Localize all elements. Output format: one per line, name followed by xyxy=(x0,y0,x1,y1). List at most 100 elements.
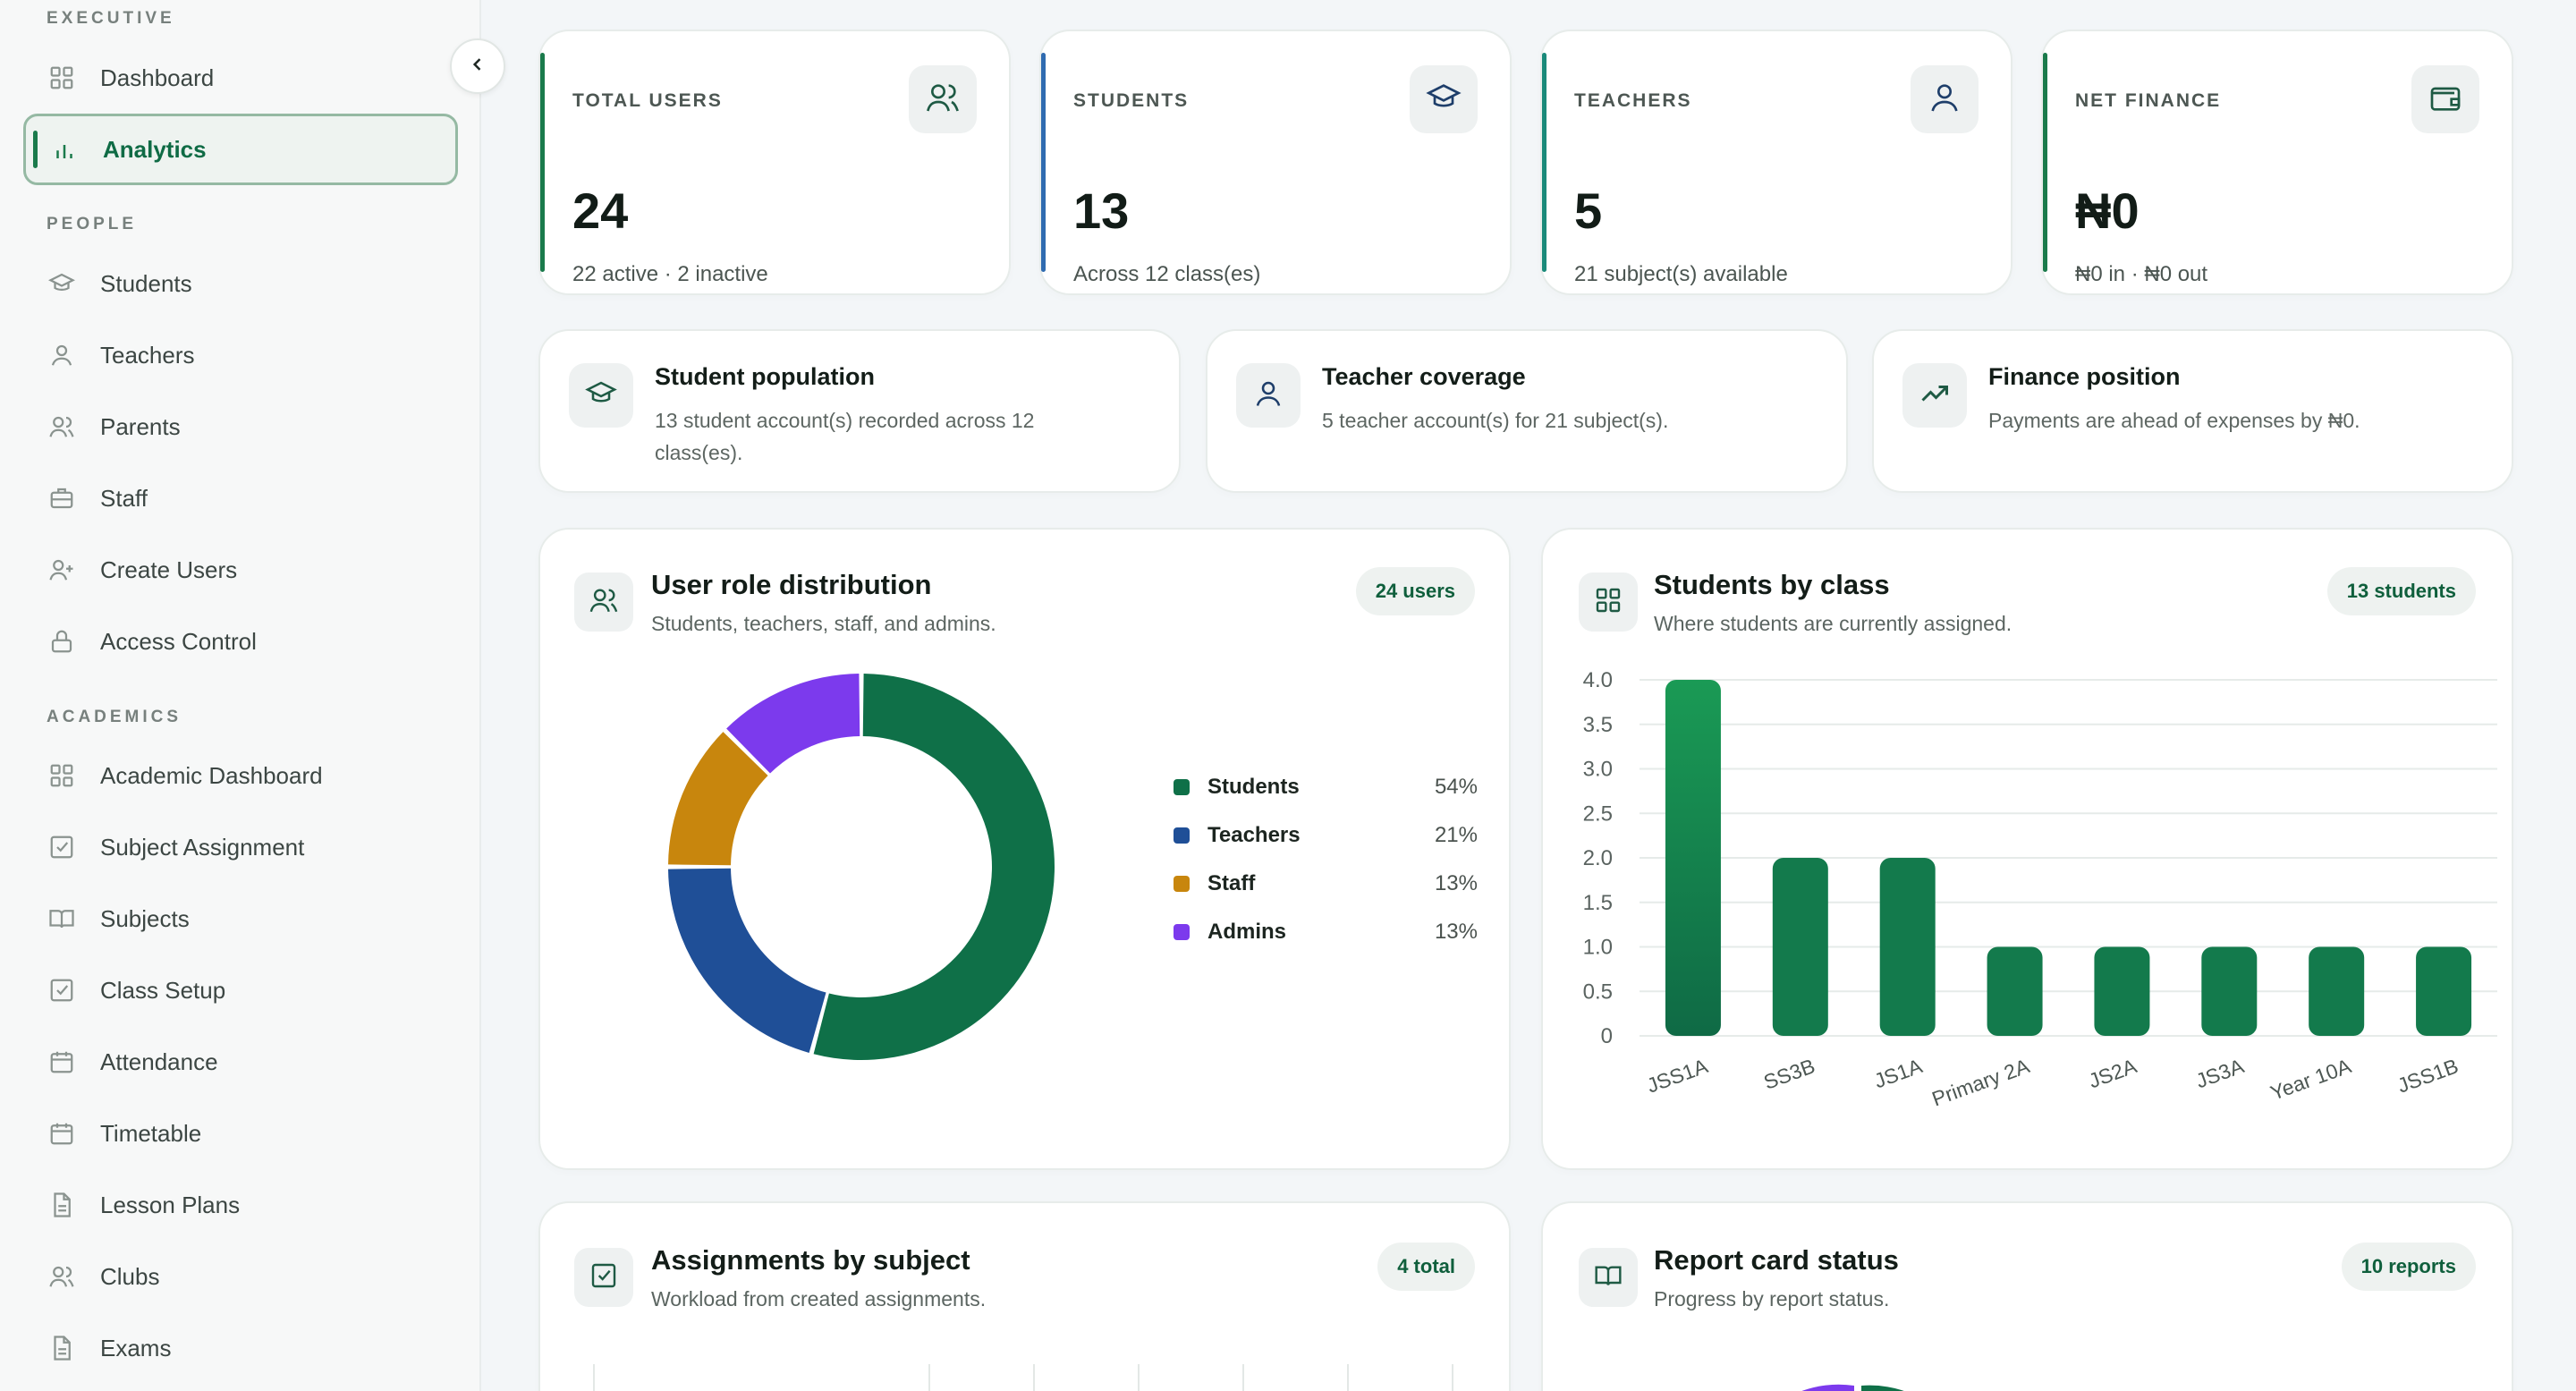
sidebar-item-teachers[interactable]: Teachers xyxy=(23,321,458,389)
stat-value: 24 xyxy=(572,182,629,239)
y-tick-label: 2.5 xyxy=(1583,802,1613,826)
section-academics: ACADEMICS xyxy=(47,708,182,726)
bar-jss1b[interactable] xyxy=(2416,946,2472,1037)
legend-swatch xyxy=(1174,924,1190,940)
calendar-icon xyxy=(47,1118,77,1149)
sidebar-item-analytics[interactable]: Analytics xyxy=(23,114,458,185)
bar-js3a[interactable] xyxy=(2201,946,2258,1037)
stat-icon-box xyxy=(909,65,977,133)
students-by-class-bar-chart: 0 0.5 1.0 1.5 2.0 2.5 3.0 3.5 4.0 JSS1A SS3B JS1A Pr… xyxy=(1583,668,2497,1111)
user-icon xyxy=(1927,80,1962,120)
sidebar-item-exams[interactable]: Exams xyxy=(23,1314,458,1382)
legend-label: Admins xyxy=(1208,920,1287,944)
stat-icon-box xyxy=(2411,65,2479,133)
y-tick-label: 1.0 xyxy=(1583,936,1613,960)
sidebar-item-create-users[interactable]: Create Users xyxy=(23,536,458,604)
stat-subtext: 21 subject(s) available xyxy=(1574,262,1788,286)
bar-ss3b[interactable] xyxy=(1772,858,1828,1036)
stat-label: TOTAL USERS xyxy=(572,90,723,111)
x-tick-label: SS3B xyxy=(1760,1054,1818,1094)
x-tick-label: Primary 2A xyxy=(1928,1054,2032,1111)
sidebar-item-label: Exams xyxy=(100,1334,172,1361)
reports-count-badge: 10 reports xyxy=(2341,1243,2476,1291)
y-tick-label: 3.0 xyxy=(1583,758,1613,782)
stat-accent xyxy=(2043,53,2047,272)
insight-icon-box xyxy=(1902,363,1967,428)
panel-title: Assignments by subject xyxy=(651,1244,970,1276)
donut-slice-students[interactable] xyxy=(813,674,1055,1060)
sidebar-item-label: Staff xyxy=(100,484,148,512)
bar-primary-2a[interactable] xyxy=(1987,946,2043,1037)
bar-chart-icon xyxy=(49,134,80,165)
sidebar-item-staff[interactable]: Staff xyxy=(23,464,458,532)
sidebar-item-dashboard[interactable]: Dashboard xyxy=(23,44,458,112)
role-legend: Students 54% Teachers 21% Staff 13% Admi… xyxy=(1174,769,1478,975)
sidebar-item-academic-dashboard[interactable]: Academic Dashboard xyxy=(23,742,458,810)
panel-title: Students by class xyxy=(1654,569,1890,600)
document-icon xyxy=(47,1190,77,1220)
students-count-badge: 13 students xyxy=(2326,567,2476,615)
stat-card-net-finance: NET FINANCE ₦0 ₦0 in · ₦0 out xyxy=(2041,30,2513,295)
users-icon xyxy=(589,585,619,620)
collapse-sidebar-button[interactable] xyxy=(450,38,505,94)
sidebar-item-parents[interactable]: Parents xyxy=(23,393,458,461)
donut-slice-staff[interactable] xyxy=(668,732,768,866)
role-donut-chart xyxy=(668,674,1055,1060)
panel-subtitle: Progress by report status. xyxy=(1654,1287,1890,1310)
stat-card-teachers: TEACHERS 5 21 subject(s) available xyxy=(1540,30,2012,295)
sidebar-item-subject-assignment[interactable]: Subject Assignment xyxy=(23,813,458,881)
insight-card-teacher-coverage: Teacher coverage 5 teacher account(s) fo… xyxy=(1206,329,1848,493)
legend-label: Teachers xyxy=(1208,823,1301,847)
sidebar-item-class-setup[interactable]: Class Setup xyxy=(23,956,458,1024)
stat-accent xyxy=(1542,53,1546,272)
legend-row-staff: Staff 13% xyxy=(1174,866,1478,902)
stat-label: NET FINANCE xyxy=(2075,90,2222,111)
sidebar-item-lesson-plans[interactable]: Lesson Plans xyxy=(23,1171,458,1239)
sidebar-item-label: Create Users xyxy=(100,556,238,583)
x-tick-label: JS2A xyxy=(2086,1054,2140,1092)
panel-report-card-status: Report card status Progress by report st… xyxy=(1541,1201,2513,1391)
panel-subtitle: Where students are currently assigned. xyxy=(1654,612,2012,635)
wallet-icon xyxy=(2428,80,2463,120)
users-icon xyxy=(47,411,77,442)
sidebar-item-subjects[interactable]: Subjects xyxy=(23,885,458,953)
sidebar-item-label: Subject Assignment xyxy=(100,833,305,861)
bar-js1a[interactable] xyxy=(1879,858,1936,1036)
y-tick-label: 0.5 xyxy=(1583,980,1613,1004)
legend-swatch xyxy=(1174,779,1190,795)
bar-year-10a[interactable] xyxy=(2309,946,2365,1037)
insight-card-student-population: Student population 13 student account(s)… xyxy=(538,329,1181,493)
grid-icon xyxy=(47,63,77,93)
donut-slice-admins[interactable] xyxy=(726,674,860,774)
donut-slice-teachers[interactable] xyxy=(668,868,826,1053)
sidebar-item-attendance[interactable]: Attendance xyxy=(23,1028,458,1096)
sidebar-item-students[interactable]: Students xyxy=(23,250,458,318)
sidebar-item-label: Subjects xyxy=(100,904,190,932)
book-icon xyxy=(1594,1261,1623,1294)
sidebar-item-access-control[interactable]: Access Control xyxy=(23,607,458,675)
panel-icon-box xyxy=(1579,573,1638,632)
sidebar-item-label: Attendance xyxy=(100,1047,218,1075)
insight-title: Teacher coverage xyxy=(1322,363,1526,390)
sidebar-item-timetable[interactable]: Timetable xyxy=(23,1099,458,1167)
sidebar-item-label: Dashboard xyxy=(100,64,215,91)
assignments-count-badge: 4 total xyxy=(1377,1243,1475,1291)
panel-title: Report card status xyxy=(1654,1244,1899,1276)
sidebar-item-clubs[interactable]: Clubs xyxy=(23,1243,458,1310)
report-slice-purple xyxy=(1801,1384,1854,1391)
sidebar: EXECUTIVE Dashboard Analytics PEOPLE Stu… xyxy=(0,0,481,1391)
legend-percent: 54% xyxy=(1434,775,1478,799)
bar-jss1a[interactable] xyxy=(1665,680,1721,1036)
sidebar-item-label: Students xyxy=(100,269,192,297)
grid-icon xyxy=(1594,586,1623,619)
stat-label: STUDENTS xyxy=(1073,90,1190,111)
y-tick-label: 2.0 xyxy=(1583,846,1613,870)
lock-icon xyxy=(47,626,77,657)
insight-body: 13 student account(s) recorded across 12… xyxy=(655,409,1035,464)
stat-card-total-users: TOTAL USERS 24 22 active · 2 inactive xyxy=(538,30,1011,295)
insight-title: Finance position xyxy=(1988,363,2181,390)
user-plus-icon xyxy=(47,555,77,585)
bar-js2a[interactable] xyxy=(2094,946,2150,1037)
users-icon xyxy=(925,80,961,120)
sidebar-item-label: Academic Dashboard xyxy=(100,761,323,789)
